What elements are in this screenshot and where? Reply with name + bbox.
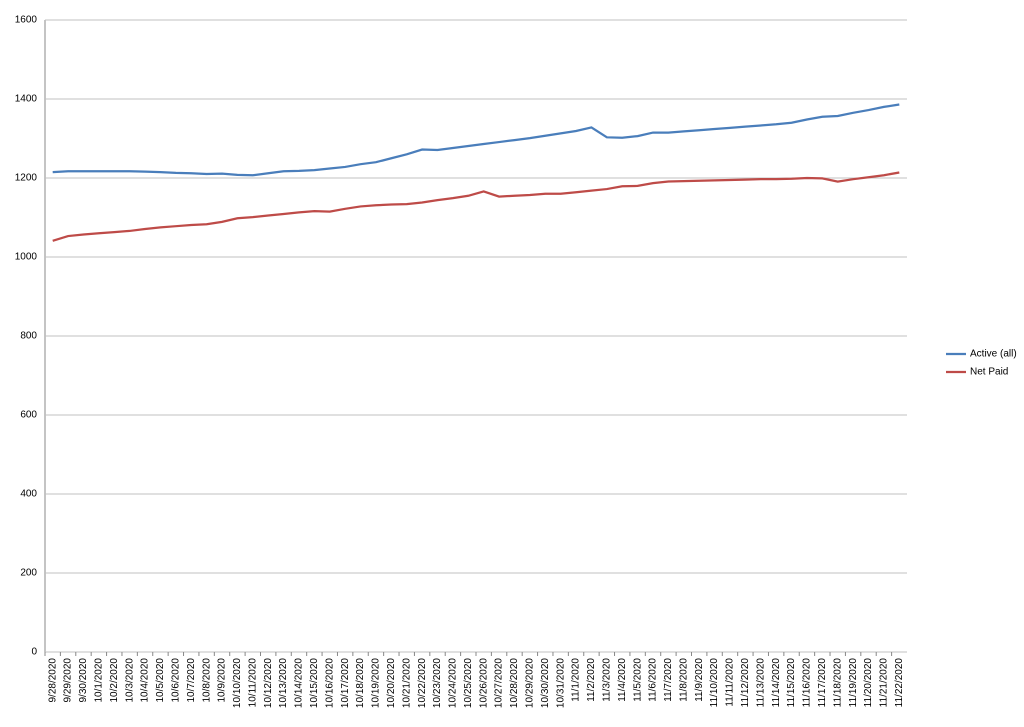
x-tick-label: 9/28/2020 — [47, 658, 58, 703]
series-line — [52, 103, 900, 177]
legend-label: Net Paid — [970, 367, 1008, 378]
x-tick-label: 10/1/2020 — [94, 658, 105, 703]
x-tick-label: 10/8/2020 — [201, 658, 212, 703]
x-tick-label: 9/29/2020 — [63, 658, 74, 703]
x-tick-label: 10/23/2020 — [432, 658, 443, 708]
x-tick-label: 11/16/2020 — [802, 658, 813, 708]
legend-label: Active (all) — [970, 349, 1017, 360]
x-tick-label: 10/26/2020 — [478, 658, 489, 708]
x-tick-label: 10/28/2020 — [509, 658, 520, 708]
x-tick-label: 10/7/2020 — [186, 658, 197, 703]
x-tick-label: 10/29/2020 — [525, 658, 536, 708]
x-tick-label: 11/19/2020 — [848, 658, 859, 708]
x-tick-label: 11/13/2020 — [755, 658, 766, 708]
x-tick-label: 10/30/2020 — [540, 658, 551, 708]
x-tick-label: 10/10/2020 — [232, 658, 243, 708]
y-tick-label: 0 — [31, 647, 37, 658]
x-tick-label: 11/9/2020 — [694, 658, 705, 702]
x-tick-label: 11/6/2020 — [648, 658, 659, 702]
x-tick-label: 11/7/2020 — [663, 658, 674, 702]
y-tick-label: 1000 — [15, 252, 38, 263]
x-tick-label: 10/14/2020 — [294, 658, 305, 708]
x-tick-label: 10/3/2020 — [124, 658, 135, 703]
x-tick-label: 10/9/2020 — [217, 658, 228, 703]
x-tick-label: 11/8/2020 — [678, 658, 689, 702]
y-tick-label: 1200 — [15, 173, 38, 184]
x-tick-label: 10/2/2020 — [109, 658, 120, 703]
x-tick-label: 11/22/2020 — [894, 658, 905, 708]
x-tick-label: 11/12/2020 — [740, 658, 751, 708]
x-tick-label: 11/2/2020 — [586, 658, 597, 702]
x-tick-label: 11/14/2020 — [771, 658, 782, 708]
x-tick-label: 11/17/2020 — [817, 658, 828, 708]
x-tick-label: 10/11/2020 — [247, 658, 258, 708]
x-tick-label: 11/18/2020 — [832, 658, 843, 708]
x-tick-label: 11/11/2020 — [725, 658, 736, 707]
x-tick-label: 10/18/2020 — [355, 658, 366, 708]
x-tick-label: 10/31/2020 — [555, 658, 566, 708]
x-tick-label: 10/15/2020 — [309, 658, 320, 708]
x-tick-label: 11/3/2020 — [601, 658, 612, 702]
x-tick-label: 11/15/2020 — [786, 658, 797, 708]
x-tick-label: 11/20/2020 — [863, 658, 874, 708]
x-tick-label: 9/30/2020 — [78, 658, 89, 703]
y-tick-label: 1400 — [15, 94, 38, 105]
x-tick-label: 11/10/2020 — [709, 658, 720, 708]
x-tick-label: 10/16/2020 — [324, 658, 335, 708]
x-tick-label: 10/12/2020 — [263, 658, 274, 708]
y-tick-label: 200 — [20, 568, 37, 579]
x-tick-label: 10/19/2020 — [371, 658, 382, 708]
x-tick-label: 11/21/2020 — [879, 658, 890, 708]
x-tick-label: 10/24/2020 — [448, 658, 459, 708]
x-tick-label: 11/4/2020 — [617, 658, 628, 702]
x-tick-label: 11/5/2020 — [632, 658, 643, 702]
x-tick-label: 10/13/2020 — [278, 658, 289, 708]
x-tick-label: 11/1/2020 — [571, 658, 582, 702]
x-tick-label: 10/5/2020 — [155, 658, 166, 703]
y-tick-label: 800 — [20, 331, 37, 342]
x-tick-label: 10/22/2020 — [417, 658, 428, 708]
x-tick-label: 10/27/2020 — [494, 658, 505, 708]
y-tick-label: 1600 — [15, 15, 38, 26]
x-tick-label: 10/20/2020 — [386, 658, 397, 708]
x-tick-label: 10/4/2020 — [140, 658, 151, 703]
x-tick-label: 10/17/2020 — [340, 658, 351, 708]
x-tick-label: 10/25/2020 — [463, 658, 474, 708]
x-tick-label: 10/21/2020 — [401, 658, 412, 708]
y-tick-label: 400 — [20, 489, 37, 500]
y-tick-label: 600 — [20, 410, 37, 421]
x-tick-label: 10/6/2020 — [170, 658, 181, 703]
series-line — [52, 171, 900, 242]
